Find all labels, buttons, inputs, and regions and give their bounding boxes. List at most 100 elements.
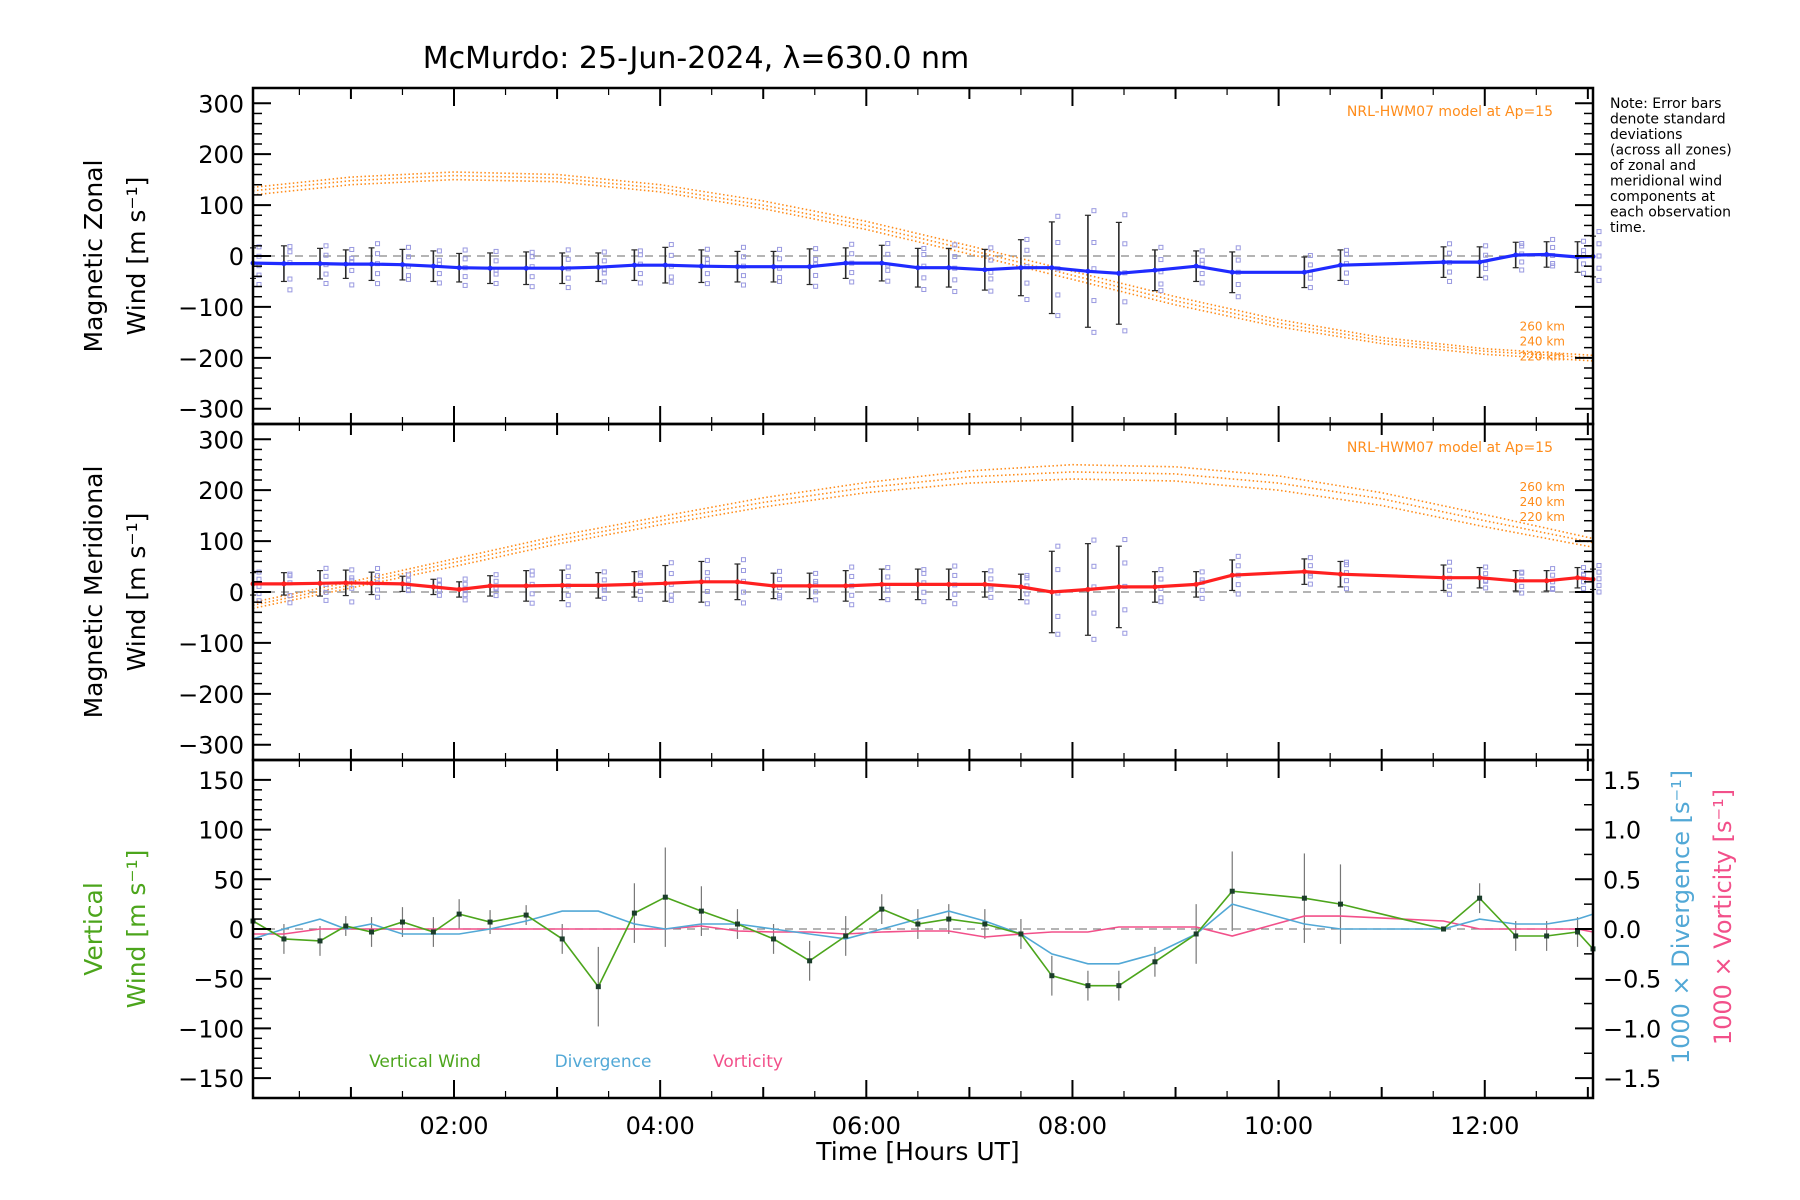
data-point [369, 580, 375, 586]
sample-point [813, 597, 819, 603]
y-tick-label: −200 [178, 681, 244, 709]
sample-point [349, 567, 355, 573]
data-point [1513, 578, 1519, 584]
sample-point [375, 251, 381, 257]
vertical-wind-point [698, 908, 704, 914]
sample-point [462, 247, 468, 253]
vertical-wind-point [915, 921, 921, 927]
data-point [1049, 589, 1055, 595]
data-point [369, 261, 375, 267]
data-point [1193, 581, 1199, 587]
sample-point [375, 565, 381, 571]
sample-point [349, 599, 355, 605]
model-curve-220km [252, 178, 1594, 362]
y-tick-label: −200 [178, 345, 244, 373]
data-point [281, 261, 287, 267]
data-point [430, 584, 436, 590]
sample-point [436, 271, 442, 277]
y-tick-label: −150 [178, 1065, 244, 1093]
sample-point [529, 591, 535, 597]
note-line: meridional wind [1610, 174, 1722, 190]
data-point [343, 580, 349, 586]
sample-point [740, 244, 746, 250]
sample-point [436, 577, 442, 583]
sample-point [462, 256, 468, 262]
data-point [1085, 268, 1091, 274]
data-point [662, 262, 668, 268]
sample-point [988, 568, 994, 574]
sample-point [740, 567, 746, 573]
y-tick-label: 0 [229, 579, 244, 607]
sample-point [323, 573, 329, 579]
sample-point [1596, 265, 1602, 271]
panel-frame [251, 758, 1595, 1100]
sample-point [349, 246, 355, 252]
sample-point [287, 276, 293, 282]
sample-point [493, 280, 499, 286]
sample-point [1483, 571, 1489, 577]
vertical-wind-point [399, 919, 405, 925]
vertical-wind-point [734, 921, 740, 927]
y-tick-label: −100 [178, 1015, 244, 1043]
sample-point [1581, 565, 1587, 571]
x-axis-label: Time [Hours UT] [815, 1137, 1019, 1166]
sample-point [1447, 278, 1453, 284]
sample-point [1091, 240, 1097, 246]
sample-point [565, 256, 571, 262]
sample-point [1055, 631, 1061, 637]
vertical-wind-point [1441, 926, 1447, 932]
data-point [456, 265, 462, 271]
vertical-wind-point [317, 938, 323, 944]
sample-point [565, 275, 571, 281]
sample-point [1024, 572, 1030, 578]
sample-point [1519, 267, 1525, 273]
sample-point [1519, 241, 1525, 247]
data-point [1018, 584, 1024, 590]
sample-point [601, 569, 607, 575]
sample-point [1483, 252, 1489, 258]
vertical-wind-point [1575, 929, 1581, 935]
vertical-wind-point [1193, 931, 1199, 937]
vertical-wind-point [343, 923, 349, 929]
sample-point [1307, 581, 1313, 587]
sample-point [1596, 582, 1602, 588]
vertical-wind-point [1477, 895, 1483, 901]
sample-point [1235, 294, 1241, 300]
sample-point [462, 282, 468, 288]
sample-point [1122, 560, 1128, 566]
legend-vertical-wind: Vertical Wind [369, 1052, 481, 1072]
sample-point [704, 246, 710, 252]
sample-point [1343, 279, 1349, 285]
sample-point [668, 252, 674, 258]
data-point [982, 267, 988, 273]
vertical-wind-point [487, 919, 493, 925]
sample-point [1122, 537, 1128, 543]
sample-point [921, 275, 927, 281]
sample-point [885, 565, 891, 571]
sample-point [601, 249, 607, 255]
sample-point [740, 282, 746, 288]
sample-point [921, 245, 927, 251]
vertical-wind-point [1116, 983, 1122, 989]
sample-point [529, 254, 535, 260]
sample-point [1519, 569, 1525, 575]
sample-point [1158, 576, 1164, 582]
sample-point [1235, 257, 1241, 263]
sample-point [1091, 563, 1097, 569]
sample-point [287, 287, 293, 293]
sample-point [1596, 277, 1602, 283]
vertical-wind-point [369, 929, 375, 935]
sample-point [529, 568, 535, 574]
vertical-wind-point [631, 910, 637, 916]
model-altitude-label: 220 km [1520, 349, 1565, 363]
sample-point [1596, 229, 1602, 235]
data-point [1229, 269, 1235, 275]
sample-point [1158, 281, 1164, 287]
data-point [1441, 575, 1447, 581]
sample-point [1091, 610, 1097, 616]
sample-point [601, 279, 607, 285]
vertical-wind-point [807, 958, 813, 964]
sample-point [952, 242, 958, 248]
vertical-wind-point [1544, 933, 1550, 939]
sample-point [1447, 591, 1453, 597]
